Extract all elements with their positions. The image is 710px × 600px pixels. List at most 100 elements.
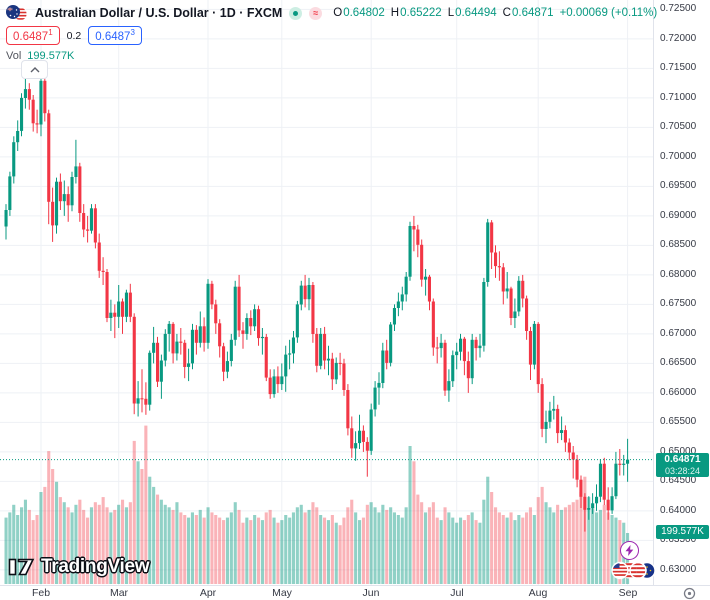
- sell-bid-button[interactable]: 0.64871: [6, 25, 60, 46]
- candle: [626, 438, 630, 482]
- candle: [132, 313, 136, 415]
- candle: [385, 339, 389, 370]
- candle: [74, 139, 78, 184]
- gear-icon[interactable]: [683, 587, 696, 600]
- chart-header: Australian Dollar / U.S. Dollar · 1D · F…: [6, 4, 657, 62]
- price-axis[interactable]: 0.64871 03:28:24 199.577K 0.72500 0.72000…: [653, 0, 710, 585]
- candle: [509, 286, 513, 326]
- candle: [194, 325, 198, 355]
- volume-bar: [536, 497, 540, 584]
- volume-bar: [156, 494, 160, 584]
- candle: [276, 366, 280, 393]
- volume-bar: [62, 502, 66, 584]
- candle: [245, 313, 249, 340]
- volume-bar: [435, 517, 439, 584]
- price-tick-label: 0.65500: [660, 416, 697, 427]
- candle: [326, 345, 330, 376]
- volume-bar: [183, 515, 187, 584]
- candle: [575, 454, 579, 488]
- candle: [124, 289, 128, 323]
- volume-bar: [257, 517, 261, 584]
- candle: [505, 272, 509, 299]
- volume-bar: [528, 507, 532, 584]
- approx-data-icon[interactable]: ≈: [309, 6, 323, 20]
- volume-bar: [443, 507, 447, 584]
- volume-bar: [350, 499, 354, 584]
- volume-bar: [459, 517, 463, 584]
- volume-bar: [260, 520, 264, 584]
- volume-bar: [346, 507, 350, 584]
- volume-bar: [55, 481, 59, 584]
- volume-bar: [540, 486, 544, 584]
- volume-bar: [451, 517, 455, 584]
- reactions-flags-button[interactable]: [610, 561, 656, 580]
- candle: [39, 77, 43, 137]
- volume-bar: [424, 512, 428, 584]
- volume-bar: [109, 512, 113, 584]
- candle: [525, 295, 529, 340]
- candle: [311, 282, 315, 343]
- volume-bar: [595, 512, 599, 584]
- candle: [179, 328, 183, 355]
- volume-bar: [400, 517, 404, 584]
- volume-bar: [466, 515, 470, 584]
- candle: [365, 437, 369, 477]
- candle: [595, 484, 599, 511]
- candle: [602, 457, 606, 505]
- price-tick-label: 0.67500: [660, 298, 697, 309]
- candle: [315, 328, 319, 373]
- volume-bar: [462, 520, 466, 584]
- candle: [490, 220, 494, 269]
- collapse-pane-button[interactable]: [21, 60, 48, 79]
- symbol-title[interactable]: Australian Dollar / U.S. Dollar · 1D · F…: [35, 6, 283, 20]
- candle: [253, 304, 257, 331]
- volume-bar: [389, 507, 393, 584]
- candle: [128, 283, 132, 323]
- volume-bar: [361, 517, 365, 584]
- candle: [167, 321, 171, 352]
- volume-bar: [43, 486, 47, 584]
- candle: [459, 333, 463, 361]
- volume-bar: [404, 507, 408, 584]
- candle: [307, 277, 311, 311]
- volume-bar: [431, 502, 435, 584]
- month-tick-label: Jun: [362, 587, 380, 599]
- quick-trade-button[interactable]: [620, 541, 639, 560]
- candle: [159, 354, 163, 399]
- buy-ask-button[interactable]: 0.64873: [88, 25, 142, 46]
- bid-pip-digit: 1: [48, 27, 53, 37]
- candle: [439, 333, 443, 358]
- volume-bar: [245, 517, 249, 584]
- close-value: 0.64871: [511, 7, 554, 19]
- candle: [583, 493, 587, 532]
- price-tick-label: 0.72500: [660, 3, 697, 14]
- candle: [358, 414, 362, 449]
- market-status-icon[interactable]: [289, 6, 303, 20]
- candle: [268, 369, 272, 399]
- volume-bar: [4, 517, 8, 584]
- volume-bar: [280, 520, 284, 584]
- candle: [369, 403, 373, 455]
- time-axis[interactable]: Feb Mar Apr May Jun Jul Aug Sep: [0, 585, 710, 600]
- volume-bar: [563, 507, 567, 584]
- candle: [532, 321, 536, 370]
- candle: [528, 326, 532, 380]
- candle: [272, 369, 276, 398]
- candle: [323, 326, 327, 370]
- volume-bar: [606, 512, 610, 584]
- volume-bar: [179, 512, 183, 584]
- volume-bar: [222, 520, 226, 584]
- candle: [591, 493, 595, 514]
- price-tick-label: 0.68000: [660, 269, 697, 280]
- tradingview-logo[interactable]: TradingView: [8, 556, 150, 578]
- candle: [455, 342, 459, 370]
- candle: [552, 395, 556, 420]
- volume-bar: [78, 499, 82, 584]
- month-tick-label: Apr: [199, 587, 217, 599]
- candle: [264, 333, 268, 382]
- volume-bar: [272, 517, 276, 584]
- volume-bar: [342, 517, 346, 584]
